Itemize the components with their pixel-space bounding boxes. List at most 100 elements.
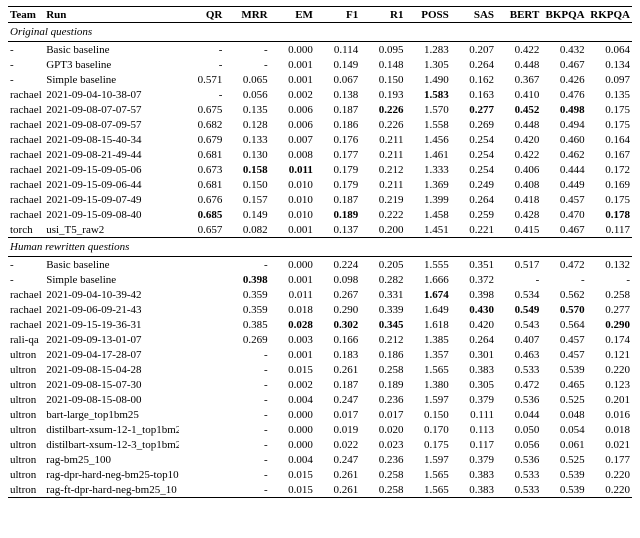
cell-metric: 0.261 xyxy=(315,362,360,377)
cell-run: 2021-09-08-07-07-57 xyxy=(44,102,179,117)
cell-metric: 0.267 xyxy=(315,287,360,302)
cell-metric: 0.134 xyxy=(587,57,632,72)
cell-metric: 0.193 xyxy=(360,87,405,102)
cell-metric: 0.254 xyxy=(451,132,496,147)
table-row: rachael2021-09-08-21-49-440.6810.1300.00… xyxy=(8,147,632,162)
cell-metric: 0.175 xyxy=(587,102,632,117)
cell-run: 2021-09-08-15-07-30 xyxy=(44,377,179,392)
cell-metric: 0.301 xyxy=(451,347,496,362)
cell-metric: 0.219 xyxy=(360,192,405,207)
cell-metric: 0.067 xyxy=(315,72,360,87)
cell-metric: 0.236 xyxy=(360,452,405,467)
cell-metric: 0.023 xyxy=(360,437,405,452)
cell-metric: 0.010 xyxy=(270,192,315,207)
cell-metric: 0.010 xyxy=(270,177,315,192)
cell-metric: 0.258 xyxy=(360,482,405,498)
cell-metric: 0.163 xyxy=(451,87,496,102)
table-row: ultrondistilbart-xsum-12-1_top1bm25-0.00… xyxy=(8,422,632,437)
cell-run: rag-bm25_100 xyxy=(44,452,179,467)
cell-metric: 0.164 xyxy=(587,132,632,147)
cell-metric: - xyxy=(224,437,269,452)
cell-metric: 0.460 xyxy=(541,132,586,147)
cell-metric: 0.015 xyxy=(270,362,315,377)
cell-metric: 0.525 xyxy=(541,392,586,407)
cell-team: rachael xyxy=(8,102,44,117)
cell-metric: 1.451 xyxy=(405,222,450,238)
cell-metric: 0.186 xyxy=(360,347,405,362)
table-row: rachael2021-09-15-09-08-400.6850.1490.01… xyxy=(8,207,632,222)
cell-metric: - xyxy=(224,42,269,58)
cell-metric: 0.498 xyxy=(541,102,586,117)
col-rkpqa: RKPQA xyxy=(587,7,632,23)
cell-run: Basic baseline xyxy=(44,257,179,273)
cell-run: 2021-09-04-10-39-42 xyxy=(44,287,179,302)
cell-metric: 0.006 xyxy=(270,102,315,117)
cell-metric: 0.135 xyxy=(587,87,632,102)
cell-metric: 0.302 xyxy=(315,317,360,332)
cell-metric: - xyxy=(224,347,269,362)
cell-metric: 0.113 xyxy=(451,422,496,437)
cell-team: torch xyxy=(8,222,44,238)
table-row: ultronrag-ft-dpr-hard-neg-bm25_10-0.0150… xyxy=(8,482,632,498)
cell-metric: 0.207 xyxy=(451,42,496,58)
cell-metric: 0.011 xyxy=(270,287,315,302)
cell-metric: - xyxy=(496,272,541,287)
cell-metric: 1.565 xyxy=(405,362,450,377)
cell-metric: 0.536 xyxy=(496,452,541,467)
cell-metric: 0.187 xyxy=(315,102,360,117)
cell-metric: 0.426 xyxy=(541,72,586,87)
cell-metric xyxy=(179,317,224,332)
cell-metric: 0.000 xyxy=(270,42,315,58)
cell-metric: - xyxy=(224,467,269,482)
cell-metric: 0.457 xyxy=(541,347,586,362)
cell-metric: 0.133 xyxy=(224,132,269,147)
cell-metric: 0.132 xyxy=(587,257,632,273)
cell-metric: 0.004 xyxy=(270,392,315,407)
cell-metric: 0.444 xyxy=(541,162,586,177)
cell-metric: 0.004 xyxy=(270,452,315,467)
cell-metric: 0.082 xyxy=(224,222,269,238)
cell-metric: 0.564 xyxy=(541,317,586,332)
cell-metric: 0.001 xyxy=(270,347,315,362)
cell-metric: 1.461 xyxy=(405,147,450,162)
cell-metric: 0.123 xyxy=(587,377,632,392)
cell-metric: 0.264 xyxy=(451,192,496,207)
cell-metric: 0.457 xyxy=(541,332,586,347)
cell-metric: 0.189 xyxy=(360,377,405,392)
cell-metric: 1.570 xyxy=(405,102,450,117)
cell-metric: 0.372 xyxy=(451,272,496,287)
cell-metric: 0.015 xyxy=(270,467,315,482)
cell-metric xyxy=(179,302,224,317)
table-row: ultron2021-09-04-17-28-07-0.0010.1830.18… xyxy=(8,347,632,362)
cell-metric: 0.177 xyxy=(315,147,360,162)
cell-run: 2021-09-09-13-01-07 xyxy=(44,332,179,347)
cell-metric: 1.597 xyxy=(405,392,450,407)
cell-team: rachael xyxy=(8,132,44,147)
cell-metric: 0.000 xyxy=(270,422,315,437)
cell-metric: 0.407 xyxy=(496,332,541,347)
cell-metric: 0.533 xyxy=(496,362,541,377)
cell-metric: 0.002 xyxy=(270,87,315,102)
cell-metric: 0.117 xyxy=(587,222,632,238)
cell-metric: 1.458 xyxy=(405,207,450,222)
cell-metric: - xyxy=(224,377,269,392)
cell-metric: 0.187 xyxy=(315,192,360,207)
cell-metric: 0.212 xyxy=(360,332,405,347)
col-mrr: MRR xyxy=(224,7,269,23)
cell-run: Basic baseline xyxy=(44,42,179,58)
cell-metric: 0.676 xyxy=(179,192,224,207)
cell-run: usi_T5_raw2 xyxy=(44,222,179,238)
cell-metric: 0.277 xyxy=(451,102,496,117)
cell-metric: 0.571 xyxy=(179,72,224,87)
cell-metric: 0.534 xyxy=(496,287,541,302)
cell-metric: 0.367 xyxy=(496,72,541,87)
cell-metric: 0.254 xyxy=(451,162,496,177)
cell-metric: 0.200 xyxy=(360,222,405,238)
cell-team: rachael xyxy=(8,317,44,332)
cell-metric: 0.138 xyxy=(315,87,360,102)
table-row: rachael2021-09-08-07-07-570.6750.1350.00… xyxy=(8,102,632,117)
cell-metric: 0.117 xyxy=(451,437,496,452)
cell-metric: - xyxy=(179,87,224,102)
table-row: ultronrag-dpr-hard-neg-bm25-top10-0.0150… xyxy=(8,467,632,482)
cell-metric: 0.264 xyxy=(451,332,496,347)
